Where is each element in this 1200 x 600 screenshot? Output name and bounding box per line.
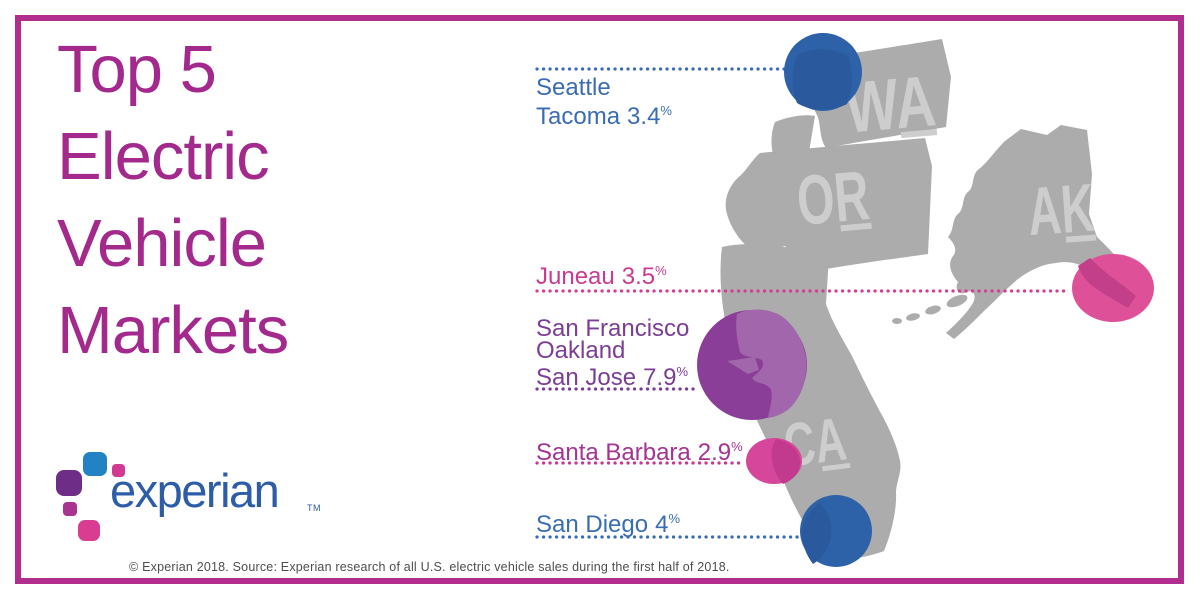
state-shape-ak	[946, 125, 1149, 339]
title-line: Markets	[57, 293, 289, 368]
footer-source: © Experian 2018. Source: Experian resear…	[129, 560, 730, 574]
label-juneau: Juneau 3.5%	[536, 259, 667, 289]
percent-sign: %	[668, 511, 680, 526]
market-value: 3.4	[627, 103, 661, 130]
market-city: San Diego	[536, 511, 649, 538]
percent-sign: %	[676, 364, 689, 379]
state-label-or-group: OR	[794, 156, 873, 240]
logo-square-magenta-small	[63, 502, 77, 516]
market-value: 4	[655, 511, 669, 538]
market-city: San Francisco	[536, 315, 690, 342]
logo-square-blue	[83, 452, 107, 476]
state-label-ca-underline	[822, 462, 851, 472]
percent-sign: %	[660, 103, 672, 118]
experian-wordmark: experian	[110, 464, 280, 517]
logo-square-pink-small	[112, 464, 125, 477]
percent-sign: %	[731, 439, 743, 454]
ak-aleutian-island	[925, 305, 941, 315]
state-label-ak-group: AK	[1025, 170, 1096, 250]
market-city: Seattle	[536, 74, 611, 101]
market-value: 7.9	[643, 364, 677, 391]
state-label-or-underline	[840, 222, 872, 232]
market-city: Oakland	[536, 336, 626, 364]
state-label-wa-underline	[900, 129, 938, 139]
title-line: Vehicle	[57, 206, 267, 281]
ak-aleutian-island	[906, 313, 920, 321]
bubble-san-diego	[800, 495, 872, 567]
label-seattle-tacoma: Seattle Tacoma 3.4%	[536, 74, 672, 130]
market-city: Juneau	[536, 263, 615, 290]
ak-aleutian-island	[892, 318, 902, 324]
title-line: Top 5	[57, 32, 217, 107]
label-san-diego: San Diego 4%	[536, 507, 680, 537]
label-santa-barbara: Santa Barbara 2.9%	[536, 435, 743, 465]
market-city: San Jose	[536, 364, 637, 391]
state-label-ak-underline	[1065, 234, 1097, 243]
bubble-juneau	[1072, 254, 1154, 322]
percent-sign: %	[655, 263, 667, 278]
experian-logo: experian TM	[0, 0, 340, 560]
label-san-francisco-oakland-san-jose: San Francisco Oakland San Jose 7.9%	[536, 315, 690, 391]
state-shape-or	[725, 138, 932, 274]
bubble-seattle-tacoma	[784, 33, 862, 111]
logo-square-purple	[56, 470, 82, 496]
trademark-symbol: TM	[307, 503, 321, 513]
market-city: Santa Barbara	[536, 439, 691, 466]
market-value: 2.9	[697, 439, 732, 466]
market-city: Tacoma	[536, 103, 621, 130]
market-value: 3.5	[621, 263, 656, 290]
logo-square-pink	[78, 520, 100, 541]
ak-aleutian-island	[946, 294, 968, 308]
page-title: Top 5 Electric Vehicle Markets	[57, 26, 289, 374]
title-line: Electric	[57, 119, 270, 194]
bubble-santa-barbara	[746, 438, 802, 484]
bubble-san-francisco	[697, 309, 807, 420]
